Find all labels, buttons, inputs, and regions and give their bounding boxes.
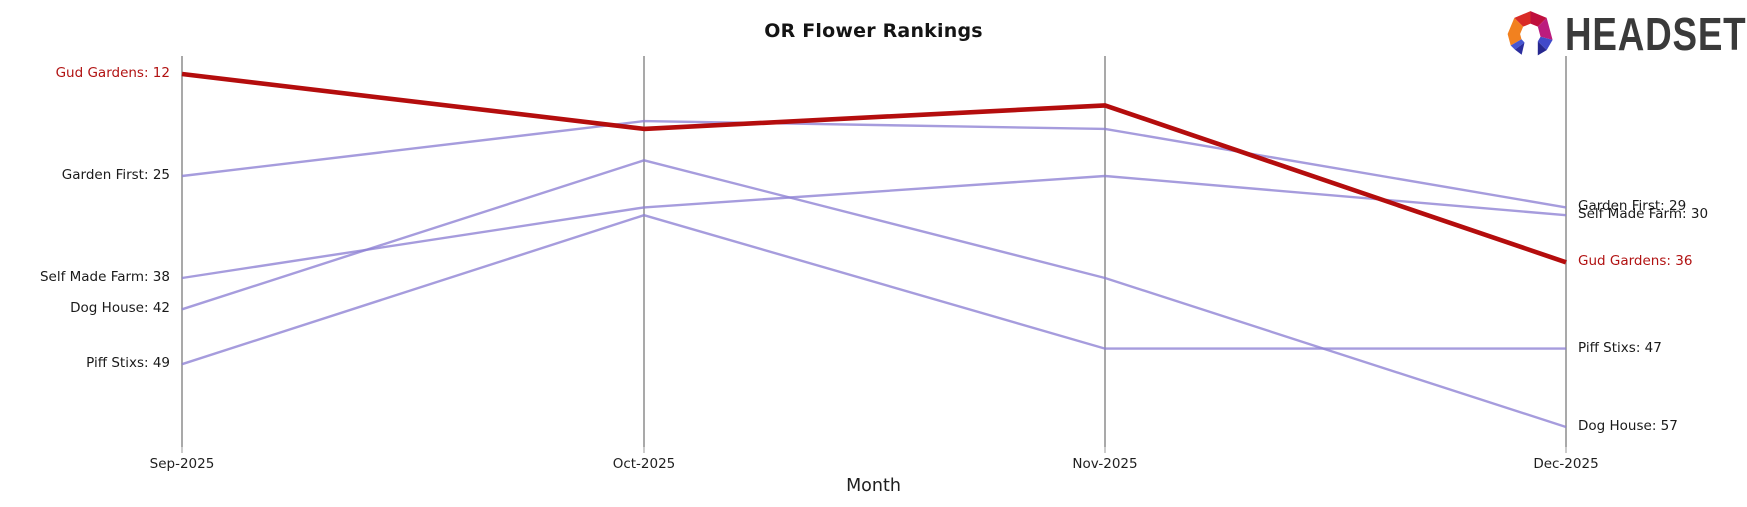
headset-logo-icon (1507, 11, 1553, 56)
left-rank-label: Piff Stixs: 49 (86, 355, 170, 372)
month-tick-label: Dec-2025 (1533, 456, 1598, 472)
series-line-piff-stixs (181, 213, 1566, 366)
series-line-gud-gardens (181, 71, 1567, 265)
right-rank-label: Dog House: 57 (1578, 418, 1678, 435)
right-rank-label: Garden First: 29 (1578, 198, 1687, 215)
left-rank-label: Dog House: 42 (70, 300, 170, 317)
left-rank-label: Garden First: 25 (61, 167, 170, 184)
right-rank-label: Piff Stixs: 47 (1578, 339, 1662, 356)
headset-logo: HEADSET (1503, 6, 1747, 62)
series-line-dog-house (181, 159, 1567, 429)
month-tick-label: Nov-2025 (1072, 456, 1137, 472)
chart-title: OR Flower Rankings (764, 20, 983, 42)
series-line-garden-first (181, 119, 1567, 209)
month-tick-label: Sep-2025 (150, 456, 215, 472)
right-rank-label: Gud Gardens: 36 (1578, 253, 1693, 270)
left-rank-label: Gud Gardens: 12 (55, 65, 170, 82)
headset-logo-text: HEADSET (1565, 8, 1747, 60)
left-rank-label: Self Made Farm: 38 (39, 269, 170, 286)
series-line-self-made-farm (181, 174, 1567, 280)
right-rank-label: Self Made Farm: 30 (1578, 206, 1709, 223)
month-tick-label: Oct-2025 (613, 456, 676, 472)
x-axis-title: Month (846, 476, 901, 496)
